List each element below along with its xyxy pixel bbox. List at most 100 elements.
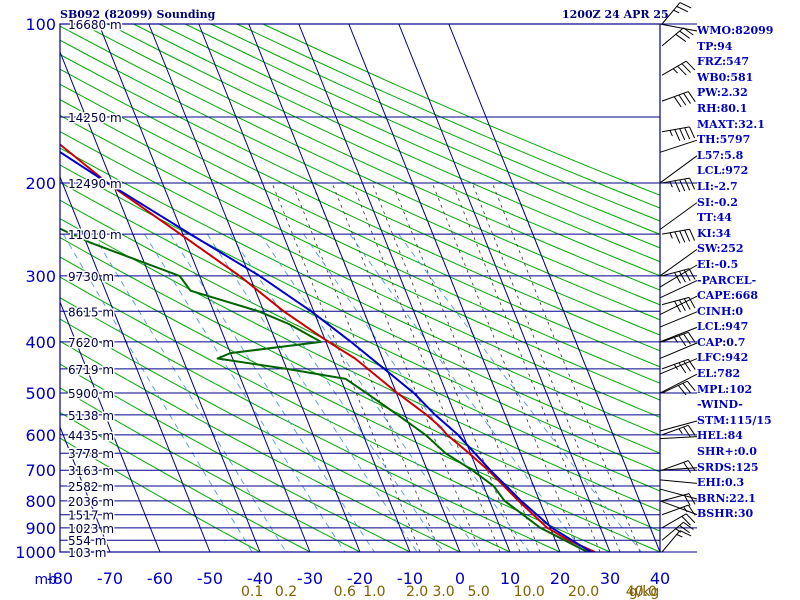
pressure-label: 600 (25, 426, 56, 445)
stat-connector (659, 311, 698, 328)
stat-22: EL:782 (697, 367, 741, 381)
pressure-label: 900 (25, 519, 56, 538)
isotherm (98, 24, 311, 552)
pressure-label: 200 (25, 174, 56, 193)
mixing-ratio-line (398, 233, 642, 552)
temperature-label: -10 (397, 569, 423, 588)
temperature-label: -50 (197, 569, 223, 588)
mixing-ratio-line (303, 233, 530, 552)
pressure-label: 300 (25, 267, 56, 286)
height-label: 2582 m (68, 480, 114, 494)
stat-16: -PARCEL- (697, 273, 757, 287)
isotherm (448, 24, 660, 552)
wind-barb (661, 493, 696, 506)
stat-13: KI:34 (697, 226, 732, 240)
temperature-label: -80 (47, 569, 73, 588)
stat-30: BRN:22.1 (697, 491, 756, 505)
stat-29: EHI:0.3 (697, 476, 745, 490)
isotherm (0, 24, 10, 552)
stat-23: MPL:102 (697, 382, 753, 396)
height-label: 9730 m (68, 270, 114, 284)
isotherm (398, 24, 611, 552)
mixing-ratio-label: 20.0 (568, 584, 599, 600)
pressure-label: 400 (25, 333, 56, 352)
temperature-label: -70 (97, 569, 123, 588)
stat-connector (659, 342, 698, 359)
stat-connector (659, 248, 698, 277)
height-label: 16680 m (68, 18, 122, 32)
isotherm (248, 24, 461, 552)
stat-26: HEL:84 (697, 429, 743, 443)
pressure-label: 1000 (15, 543, 56, 562)
mixing-ratio-label: 10.0 (514, 584, 545, 600)
isotherm (348, 24, 561, 552)
height-label: 8615 m (68, 305, 114, 319)
stat-17: CAPE:668 (697, 289, 758, 303)
moist-adiabat (451, 182, 601, 552)
station-title: SB092 (82099) Sounding (60, 8, 216, 21)
mixing-ratio-label: 0.1 (241, 584, 263, 600)
height-label: 103 m (68, 546, 106, 560)
wind-barb (661, 126, 696, 142)
wind-barb (661, 358, 696, 374)
stat-connector (659, 280, 698, 299)
height-label: 12490 m (68, 177, 122, 191)
stat-connector (659, 295, 698, 315)
height-label: 5138 m (68, 409, 114, 423)
wind-barb (661, 2, 692, 25)
stat-24: -WIND- (697, 398, 743, 412)
temperature-label: 30 (600, 569, 620, 588)
stat-connector (659, 467, 698, 471)
wind-barb (661, 460, 696, 473)
stat-2: FRZ:547 (697, 55, 750, 69)
mixing-ratio-line (169, 233, 375, 552)
mixing-ratio-line (62, 233, 253, 552)
wind-barb (661, 504, 696, 516)
temperature-label: 0 (455, 569, 465, 588)
wind-barb (661, 27, 694, 47)
isotherm (60, 175, 211, 552)
isotherm (60, 300, 161, 552)
plot-frame (59, 23, 661, 553)
temperature-label: -20 (347, 569, 373, 588)
temperature-label: -40 (247, 569, 273, 588)
height-label: 1517 m (68, 509, 114, 523)
stat-19: LCL:947 (697, 320, 749, 334)
stat-connector (659, 264, 698, 288)
wind-barb (661, 424, 696, 438)
height-label: 4435 m (68, 429, 114, 443)
height-label: 3163 m (68, 464, 114, 478)
stat-connector (659, 436, 698, 440)
stat-4: PW:2.32 (697, 86, 748, 100)
moist-adiabat (331, 182, 481, 552)
stat-connector (659, 373, 698, 394)
pressure-label: 700 (25, 461, 56, 480)
moist-adiabat (471, 182, 621, 552)
wind-barb (661, 177, 696, 193)
mixing-ratio-label: 1.0 (363, 584, 385, 600)
stat-6: MAXT:32.1 (697, 117, 765, 131)
mixing-ratio-unit: g/kg (629, 584, 660, 600)
mixing-ratio-label: 2.0 (406, 584, 428, 600)
wind-barb (661, 530, 692, 553)
stat-connector (659, 420, 698, 432)
stat-connector (659, 488, 698, 500)
stat-21: LFC:942 (697, 351, 749, 365)
height-label: 6719 m (68, 363, 114, 377)
pressure-label: 800 (25, 492, 56, 511)
stat-28: SRDS:125 (697, 460, 759, 474)
stat-14: SW:252 (697, 242, 744, 256)
stat-3: WB0:581 (697, 70, 754, 84)
height-label: 3778 m (68, 447, 114, 461)
stat-8: L57:5.8 (697, 148, 744, 162)
height-label: 11010 m (68, 228, 122, 242)
wind-barb (661, 91, 696, 108)
wind-barb (661, 228, 696, 244)
stat-31: BSHR:30 (697, 507, 754, 521)
mixing-ratio-line (259, 233, 479, 552)
height-label: 14250 m (68, 111, 122, 125)
isotherm (60, 50, 261, 552)
mixing-ratio-label: 5.0 (467, 584, 489, 600)
temperature-label: -60 (147, 569, 173, 588)
